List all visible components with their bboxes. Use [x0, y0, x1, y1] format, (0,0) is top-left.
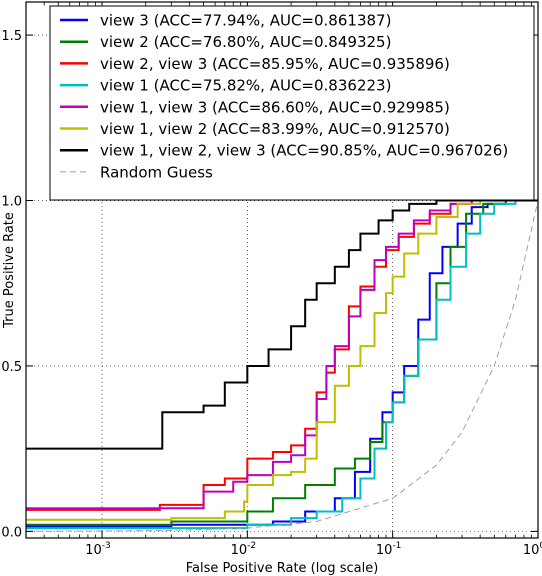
- x-tick-label: 10-1: [376, 541, 402, 558]
- y-tick-label: 1.0: [1, 195, 22, 210]
- y-axis-title: True Positive Rate: [2, 212, 17, 329]
- legend-label: view 1, view 2, view 3 (ACC=90.85%, AUC=…: [100, 142, 508, 160]
- legend-label: view 1, view 2 (ACC=83.99%, AUC=0.912570…: [100, 120, 450, 138]
- legend-label: Random Guess: [100, 163, 213, 181]
- legend: view 3 (ACC=77.94%, AUC=0.861387) view 2 …: [49, 5, 535, 201]
- x-tick-label-base: 10: [85, 543, 102, 558]
- x-axis-title: False Positive Rate (log scale): [186, 561, 379, 576]
- legend-label: view 2 (ACC=76.80%, AUC=0.849325): [100, 33, 391, 51]
- series-line: [26, 199, 538, 510]
- y-tick-label: 0.0: [1, 525, 22, 540]
- x-tick-label-base: 10: [231, 543, 248, 558]
- series-line: [26, 199, 538, 521]
- y-tick-label: 1.5: [1, 29, 22, 44]
- series-line: [26, 200, 538, 532]
- x-tick-label: 100: [523, 541, 542, 558]
- plot-frame: [25, 1, 539, 539]
- legend-label: view 2, view 3 (ACC=85.95%, AUC=0.935896…: [100, 55, 450, 73]
- series-line: [26, 199, 538, 530]
- series-line: [26, 199, 538, 450]
- x-tick-label-exponent: -2: [247, 541, 256, 551]
- legend-label: view 3 (ACC=77.94%, AUC=0.861387): [100, 12, 391, 30]
- x-tick-label-exponent: 0: [539, 541, 542, 551]
- y-tick-label: 0.5: [1, 360, 22, 375]
- series-layer: [26, 199, 538, 532]
- x-tick-label-exponent: -3: [102, 541, 111, 551]
- x-tick-label-base: 10: [523, 543, 540, 558]
- legend-label: view 1, view 3 (ACC=86.60%, AUC=0.929985…: [100, 98, 450, 116]
- x-tick-label: 10-3: [85, 541, 111, 558]
- x-tick-label-base: 10: [376, 543, 393, 558]
- legend-frame: [49, 5, 535, 201]
- series-line: [26, 199, 538, 528]
- legend-label: view 1 (ACC=75.82%, AUC=0.836223): [100, 77, 391, 95]
- x-tick-label: 10-2: [231, 541, 257, 558]
- x-tick-label-exponent: -1: [392, 541, 401, 551]
- axis-ticks: 10-310-210-11000.00.51.01.5: [1, 2, 542, 558]
